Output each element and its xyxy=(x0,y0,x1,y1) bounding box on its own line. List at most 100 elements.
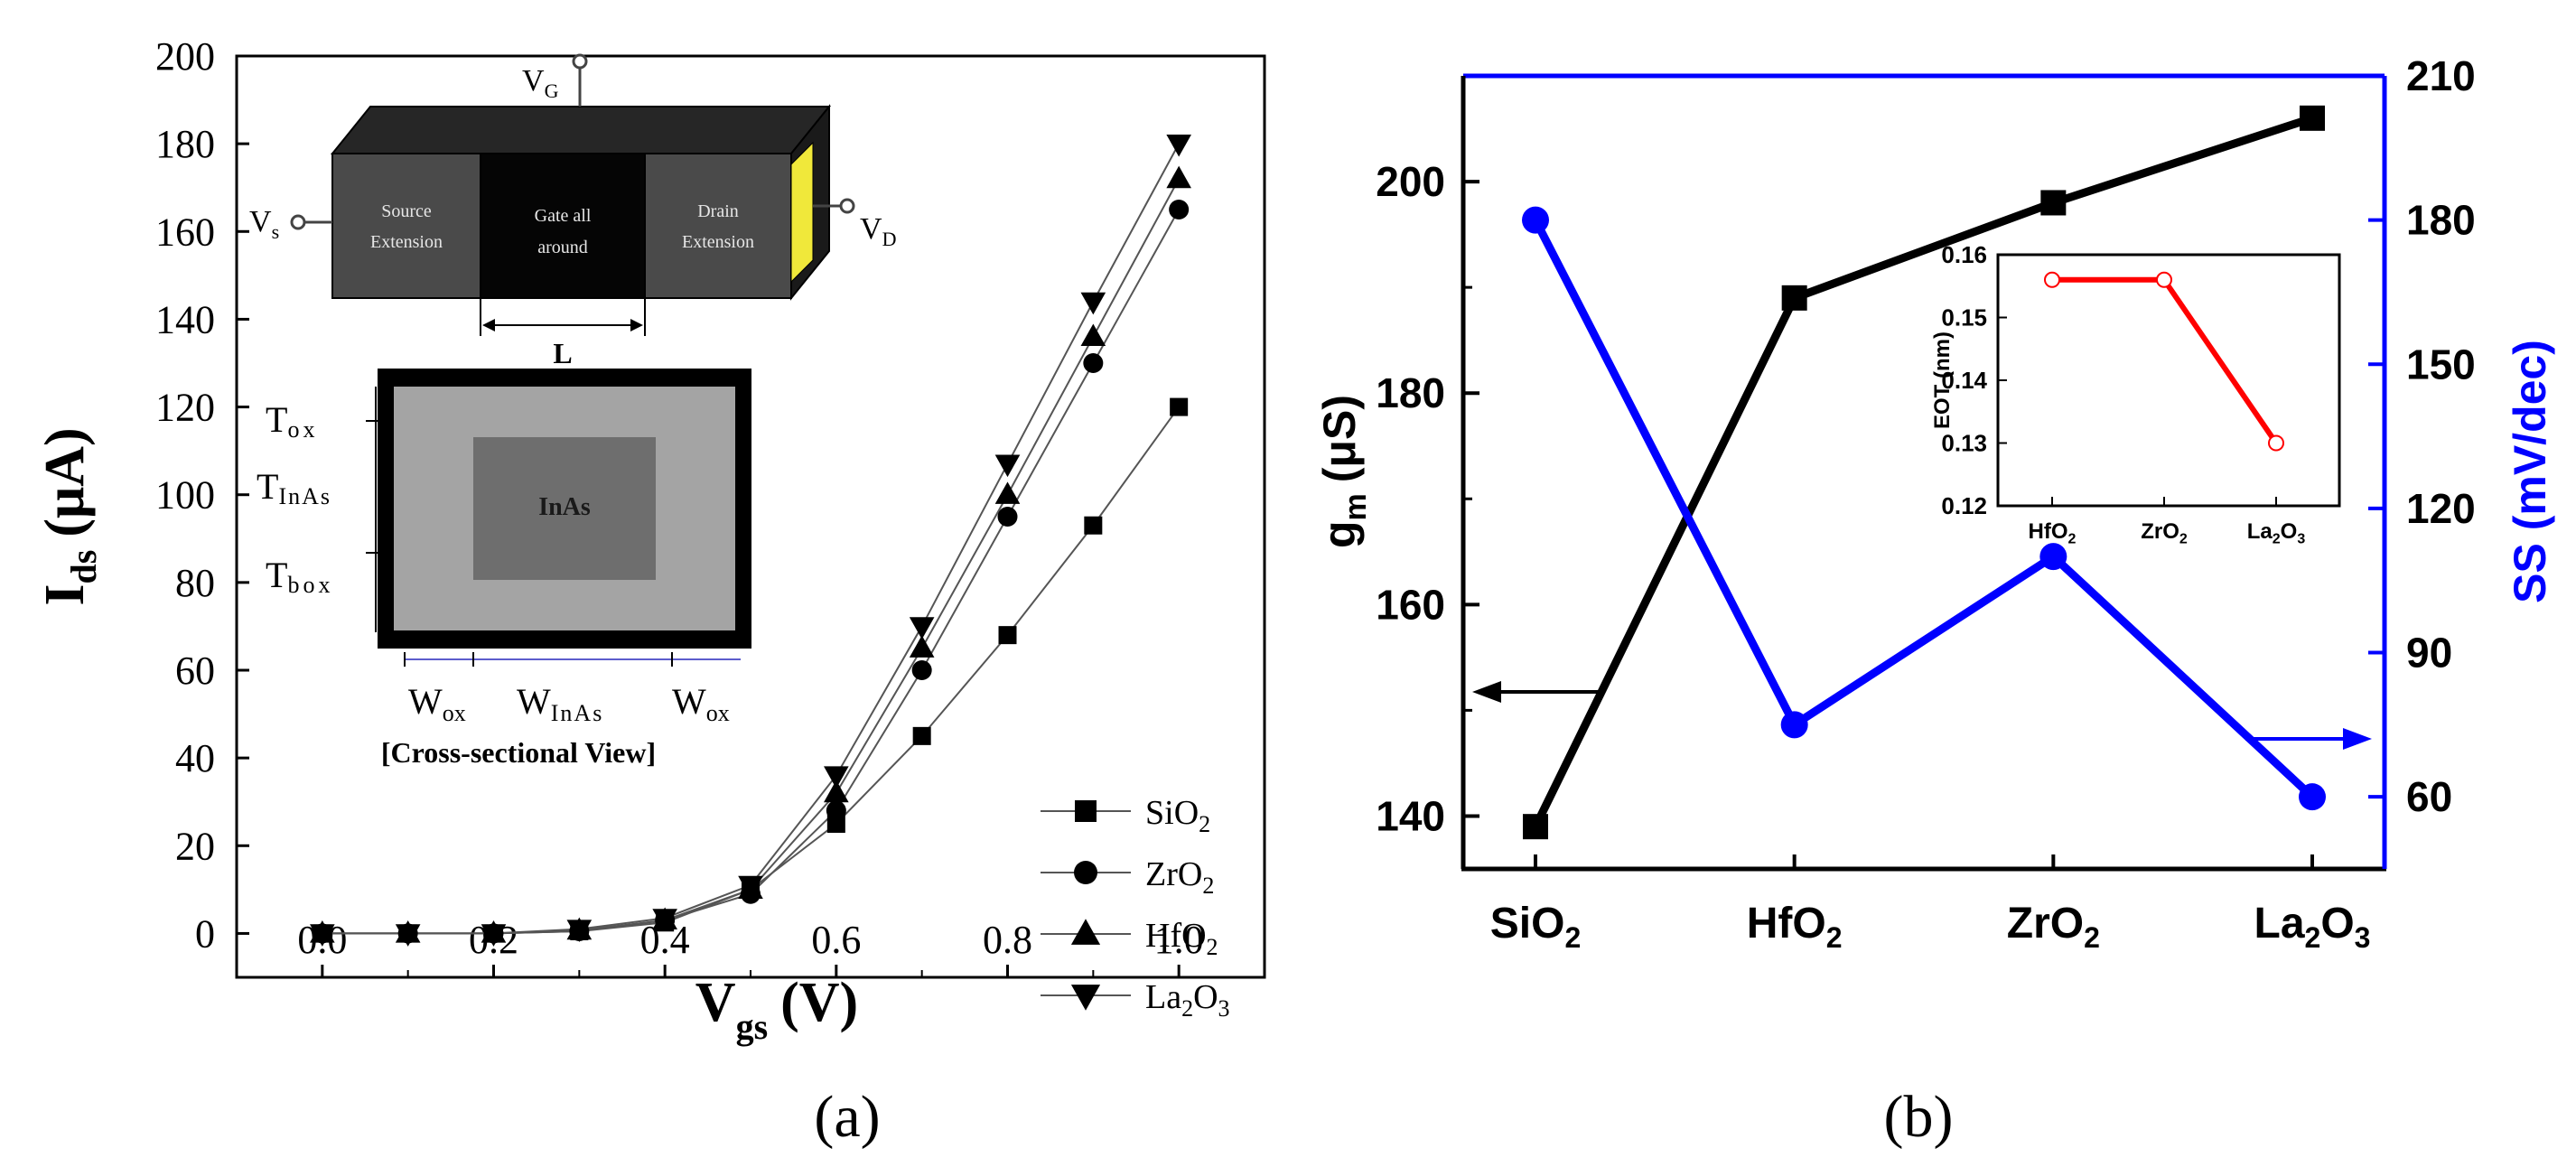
chart-a-xlabel-unit: (V) xyxy=(780,972,858,1033)
chart-a-point-HfO2 xyxy=(1166,165,1191,189)
cross-section-caption: [Cross-sectional View] xyxy=(381,736,656,769)
source-text-1: Source xyxy=(381,201,432,221)
drain-terminal-icon xyxy=(839,198,855,214)
chart-a-point-La2O3 xyxy=(566,920,593,942)
chart-b-right-tick-label: 60 xyxy=(2406,773,2452,820)
eot-inset-y-tick-label: 0.13 xyxy=(1941,430,1987,457)
chart-a-y-tick-label: 40 xyxy=(175,736,215,780)
chart-a-y-tick-label: 100 xyxy=(155,473,215,518)
w-inas-label: WInAs xyxy=(517,681,603,726)
source-extension-block xyxy=(331,153,481,299)
chart-b-right-ylabel: SS (mV/dec) xyxy=(2505,340,2555,603)
inas-core xyxy=(473,437,656,580)
device-inset: Source Extension Gate all around Drain Exte… xyxy=(249,53,896,369)
chart-a-point-ZrO2 xyxy=(826,800,846,821)
legend-marker-SiO2 xyxy=(1075,800,1097,822)
chart-b-point-SS xyxy=(1780,711,1808,739)
chart-b-series-markers xyxy=(1522,105,2326,840)
chart-a-x-tick-label: 0.8 xyxy=(983,918,1032,962)
chart-b-left-tick-label: 180 xyxy=(1376,369,1445,416)
chart-b-point-gm xyxy=(1781,285,1807,311)
chart-a-x-ticks: 0.00.20.40.60.81.0 xyxy=(236,918,1265,977)
t-box-label: Tbox xyxy=(266,555,333,598)
chart-a-xlabel: Vgs (V) xyxy=(695,972,858,1047)
chart-a-point-SiO2 xyxy=(1170,397,1189,416)
chart-a-series-markers xyxy=(310,134,1191,947)
chart-a-legend: SiO2 ZrO2 HfO2 La2O3 xyxy=(1041,794,1230,1022)
chart-b-left-tick-label: 160 xyxy=(1376,581,1445,628)
chart-b-left-tick-label: 200 xyxy=(1376,158,1445,205)
chart-b-left-tick-label: 140 xyxy=(1376,792,1445,839)
chart-b-right-tick-label: 120 xyxy=(2406,485,2476,532)
chart-a-ylabel-unit: (μA) xyxy=(34,427,96,537)
legend-marker-ZrO2 xyxy=(1074,861,1097,884)
chart-a-xlabel-sub: gs xyxy=(736,1006,769,1047)
eot-inset-point xyxy=(2044,271,2060,288)
chart-a-point-La2O3 xyxy=(1166,134,1191,157)
chart-a-point-La2O3 xyxy=(824,766,849,789)
chart-b-line-gm xyxy=(1531,114,2314,829)
source-terminal-icon xyxy=(290,214,306,230)
chart-b-line-SS xyxy=(1531,218,2316,800)
chart-a-point-La2O3 xyxy=(310,924,335,947)
w-ox-left-label: Wox xyxy=(408,681,466,726)
chart-b-right-ticks: 60 90 120 150 180 210 xyxy=(2368,52,2476,820)
drain-text-1: Drain xyxy=(697,201,739,221)
eot-inset-y-tick-label: 0.15 xyxy=(1941,304,1987,331)
chart-a-y-tick-label: 60 xyxy=(175,649,215,693)
chart-b-x-tick-label: ZrO2 xyxy=(2007,900,2100,954)
chart-a-point-La2O3 xyxy=(909,617,935,640)
gate-length-label: L xyxy=(553,337,572,369)
chart-b-point-SS xyxy=(2039,543,2067,571)
eot-inset-y-tick-label: 0.16 xyxy=(1941,241,1987,268)
chart-a-point-SiO2 xyxy=(912,726,931,745)
source-text-2: Extension xyxy=(370,232,443,252)
chart-b-right-tick-label: 210 xyxy=(2406,52,2476,99)
chart-a-point-La2O3 xyxy=(481,924,507,947)
legend-label-HfO2: HfO2 xyxy=(1145,917,1218,960)
chart-a-point-La2O3 xyxy=(395,924,421,947)
chart-a-point-ZrO2 xyxy=(1169,200,1190,219)
chart-a-y-tick-label: 120 xyxy=(155,386,215,430)
inas-core-label: InAs xyxy=(538,493,591,521)
chart-a-point-ZrO2 xyxy=(1083,353,1104,373)
chart-b-series-lines xyxy=(1531,114,2316,829)
eot-inset-x-tick-label: HfO2 xyxy=(2029,519,2077,547)
chart-a-y-ticks: 0 20 40 60 80 100 120 140 160 180 200 xyxy=(155,34,249,956)
drain-contact-face xyxy=(790,141,814,284)
chart-b: SiO2 HfO2 ZrO2 La2O3 140 160 180 200 60 90 120 15… xyxy=(1314,52,2555,1150)
cross-section-inset: InAs Tox TInAs Tbox Wox WInAs Wox [Cross… xyxy=(257,369,751,769)
chart-b-point-gm xyxy=(2300,105,2325,131)
chart-a-ylabel-sub: ds xyxy=(63,550,104,584)
chart-a-point-SiO2 xyxy=(1084,516,1103,535)
chart-a: 0.00.20.40.60.81.0 020406080100120140160… xyxy=(34,34,1266,1150)
eot-inset-frame xyxy=(1996,253,2341,508)
gate-length-arrowhead-right xyxy=(630,319,643,331)
w-ox-right-label: Wox xyxy=(672,681,730,726)
chart-a-x-tick-label: 1.0 xyxy=(1154,918,1204,962)
chart-b-right-tick-label: 90 xyxy=(2406,630,2452,677)
chart-a-ylabel: Ids (μA) xyxy=(34,427,104,605)
eot-inset-x-tick-label: ZrO2 xyxy=(2141,519,2188,547)
eot-inset-point xyxy=(2156,271,2172,288)
chart-a-y-tick-label: 180 xyxy=(155,122,215,166)
gate-block xyxy=(480,153,646,299)
chart-a-point-HfO2 xyxy=(1080,323,1106,347)
gate-terminal-icon xyxy=(572,53,588,70)
chart-a-ylabel-main: I xyxy=(34,584,96,605)
source-voltage-label: Vs xyxy=(249,205,279,243)
t-inas-label: TInAs xyxy=(257,466,331,509)
chart-b-point-SS xyxy=(2299,783,2326,811)
gate-text-2: around xyxy=(537,238,588,257)
eot-inset-ylabel: EOT (nm) xyxy=(1930,331,1955,429)
chart-b-x-tick-label: La2O3 xyxy=(2254,900,2371,954)
chart-a-y-tick-label: 20 xyxy=(175,824,215,868)
eot-inset-y-tick-label: 0.14 xyxy=(1941,367,1987,394)
chart-b-right-tick-label: 180 xyxy=(2406,197,2476,244)
legend-label-SiO2: SiO2 xyxy=(1145,794,1210,837)
chart-b-left-ylabel: gm(μS) xyxy=(1314,395,1373,548)
legend-marker-La2O3 xyxy=(1070,985,1101,1011)
